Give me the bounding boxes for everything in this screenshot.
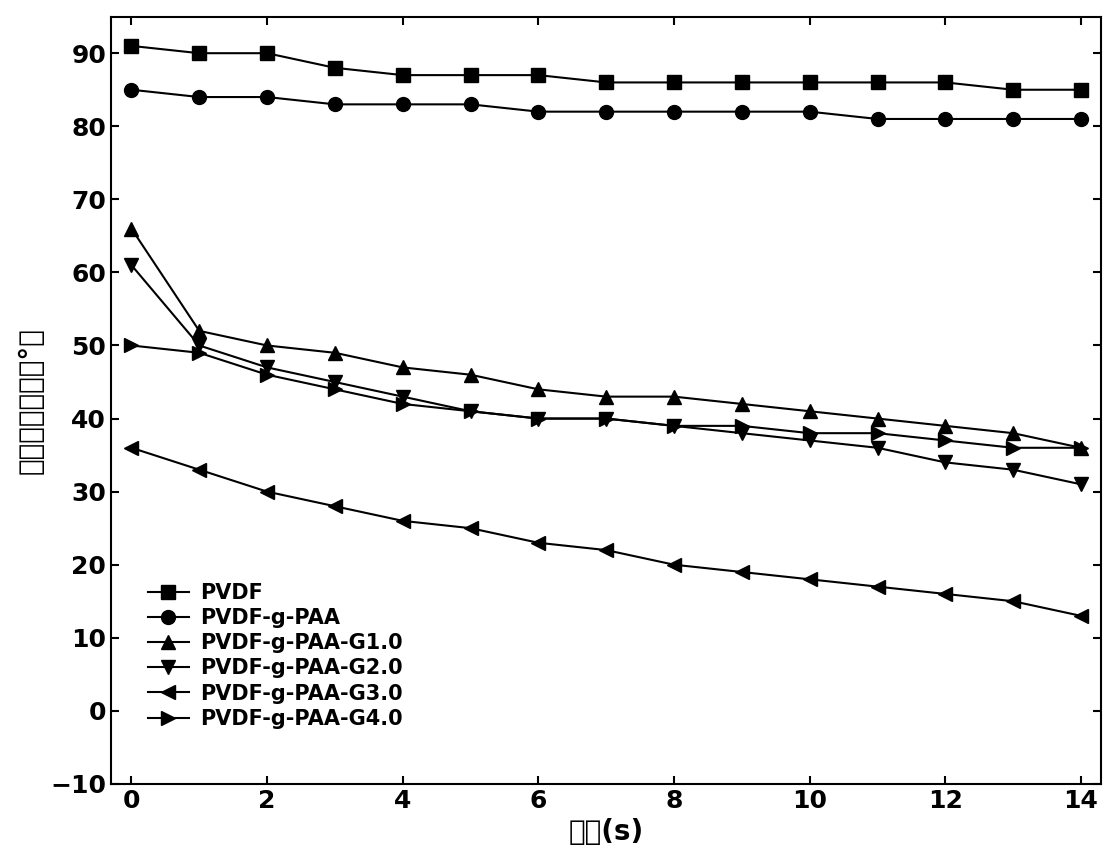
PVDF-g-PAA-G3.0 xyxy=(736,567,749,577)
PVDF-g-PAA xyxy=(1006,114,1020,124)
PVDF-g-PAA-G3.0 xyxy=(464,523,477,533)
PVDF xyxy=(1074,85,1088,95)
PVDF-g-PAA-G3.0 xyxy=(532,538,546,548)
Line: PVDF-g-PAA-G4.0: PVDF-g-PAA-G4.0 xyxy=(124,338,1088,455)
PVDF-g-PAA-G4.0 xyxy=(871,428,884,438)
PVDF xyxy=(396,70,409,80)
PVDF-g-PAA-G1.0 xyxy=(1074,443,1088,453)
Line: PVDF-g-PAA-G3.0: PVDF-g-PAA-G3.0 xyxy=(124,441,1088,623)
PVDF-g-PAA xyxy=(329,99,342,110)
PVDF xyxy=(667,78,681,88)
PVDF-g-PAA-G1.0 xyxy=(464,369,477,380)
Line: PVDF-g-PAA-G2.0: PVDF-g-PAA-G2.0 xyxy=(124,258,1088,491)
PVDF-g-PAA-G2.0 xyxy=(125,260,139,270)
PVDF xyxy=(871,78,884,88)
PVDF-g-PAA-G1.0 xyxy=(192,325,206,336)
PVDF xyxy=(260,48,274,59)
PVDF-g-PAA-G2.0 xyxy=(464,406,477,417)
PVDF-g-PAA-G1.0 xyxy=(667,392,681,402)
PVDF-g-PAA-G4.0 xyxy=(329,384,342,394)
PVDF-g-PAA-G2.0 xyxy=(667,420,681,431)
Line: PVDF-g-PAA: PVDF-g-PAA xyxy=(124,83,1088,126)
PVDF-g-PAA-G1.0 xyxy=(939,420,953,431)
PVDF-g-PAA-G4.0 xyxy=(396,399,409,409)
PVDF xyxy=(1006,85,1020,95)
PVDF-g-PAA-G3.0 xyxy=(125,443,139,453)
PVDF-g-PAA-G4.0 xyxy=(192,348,206,358)
PVDF-g-PAA xyxy=(464,99,477,110)
PVDF-g-PAA xyxy=(599,106,613,117)
PVDF-g-PAA-G3.0 xyxy=(667,559,681,570)
PVDF-g-PAA-G2.0 xyxy=(736,428,749,438)
PVDF xyxy=(464,70,477,80)
PVDF-g-PAA-G2.0 xyxy=(532,413,546,424)
PVDF-g-PAA-G1.0 xyxy=(803,406,816,417)
PVDF-g-PAA-G2.0 xyxy=(192,340,206,350)
PVDF-g-PAA-G4.0 xyxy=(1006,443,1020,453)
PVDF-g-PAA-G3.0 xyxy=(803,574,816,584)
PVDF-g-PAA-G2.0 xyxy=(329,377,342,387)
PVDF-g-PAA-G4.0 xyxy=(532,413,546,424)
PVDF-g-PAA xyxy=(125,85,139,95)
PVDF-g-PAA-G4.0 xyxy=(125,340,139,350)
PVDF-g-PAA-G3.0 xyxy=(1006,596,1020,607)
PVDF-g-PAA xyxy=(1074,114,1088,124)
PVDF xyxy=(939,78,953,88)
PVDF-g-PAA-G3.0 xyxy=(192,464,206,475)
PVDF-g-PAA-G2.0 xyxy=(1074,479,1088,489)
PVDF-g-PAA-G3.0 xyxy=(599,545,613,555)
PVDF xyxy=(192,48,206,59)
PVDF-g-PAA-G1.0 xyxy=(329,348,342,358)
PVDF-g-PAA-G1.0 xyxy=(871,413,884,424)
PVDF-g-PAA-G4.0 xyxy=(939,435,953,445)
PVDF-g-PAA-G2.0 xyxy=(260,362,274,373)
PVDF-g-PAA-G2.0 xyxy=(871,443,884,453)
PVDF-g-PAA-G1.0 xyxy=(125,224,139,234)
PVDF-g-PAA-G2.0 xyxy=(939,457,953,468)
PVDF-g-PAA xyxy=(260,91,274,102)
PVDF-g-PAA-G3.0 xyxy=(260,487,274,497)
PVDF-g-PAA xyxy=(939,114,953,124)
PVDF xyxy=(803,78,816,88)
Line: PVDF: PVDF xyxy=(124,39,1088,97)
PVDF-g-PAA-G4.0 xyxy=(736,420,749,431)
PVDF xyxy=(125,41,139,51)
PVDF xyxy=(736,78,749,88)
PVDF-g-PAA-G2.0 xyxy=(803,435,816,445)
Line: PVDF-g-PAA-G1.0: PVDF-g-PAA-G1.0 xyxy=(124,222,1088,455)
PVDF-g-PAA-G4.0 xyxy=(803,428,816,438)
PVDF-g-PAA-G2.0 xyxy=(396,392,409,402)
PVDF-g-PAA-G4.0 xyxy=(464,406,477,417)
PVDF-g-PAA xyxy=(667,106,681,117)
PVDF-g-PAA-G3.0 xyxy=(329,501,342,512)
PVDF-g-PAA xyxy=(803,106,816,117)
PVDF xyxy=(532,70,546,80)
PVDF-g-PAA-G2.0 xyxy=(599,413,613,424)
PVDF-g-PAA-G1.0 xyxy=(532,384,546,394)
PVDF xyxy=(599,78,613,88)
PVDF-g-PAA-G3.0 xyxy=(396,516,409,526)
PVDF-g-PAA-G1.0 xyxy=(736,399,749,409)
PVDF-g-PAA-G1.0 xyxy=(260,340,274,350)
PVDF-g-PAA-G3.0 xyxy=(939,589,953,599)
PVDF-g-PAA-G3.0 xyxy=(871,582,884,592)
Y-axis label: 静态水接触角（°）: 静态水接触角（°） xyxy=(17,327,45,474)
PVDF-g-PAA xyxy=(871,114,884,124)
PVDF-g-PAA-G1.0 xyxy=(599,392,613,402)
PVDF-g-PAA xyxy=(192,91,206,102)
PVDF-g-PAA-G4.0 xyxy=(260,369,274,380)
PVDF-g-PAA-G4.0 xyxy=(667,420,681,431)
PVDF-g-PAA-G4.0 xyxy=(1074,443,1088,453)
PVDF-g-PAA-G2.0 xyxy=(1006,464,1020,475)
PVDF-g-PAA xyxy=(396,99,409,110)
X-axis label: 时间(s): 时间(s) xyxy=(569,818,644,847)
PVDF-g-PAA-G1.0 xyxy=(1006,428,1020,438)
PVDF-g-PAA xyxy=(532,106,546,117)
PVDF xyxy=(329,63,342,73)
PVDF-g-PAA xyxy=(736,106,749,117)
PVDF-g-PAA-G1.0 xyxy=(396,362,409,373)
PVDF-g-PAA-G3.0 xyxy=(1074,611,1088,621)
Legend: PVDF, PVDF-g-PAA, PVDF-g-PAA-G1.0, PVDF-g-PAA-G2.0, PVDF-g-PAA-G3.0, PVDF-g-PAA-: PVDF, PVDF-g-PAA, PVDF-g-PAA-G1.0, PVDF-… xyxy=(141,576,408,735)
PVDF-g-PAA-G4.0 xyxy=(599,413,613,424)
